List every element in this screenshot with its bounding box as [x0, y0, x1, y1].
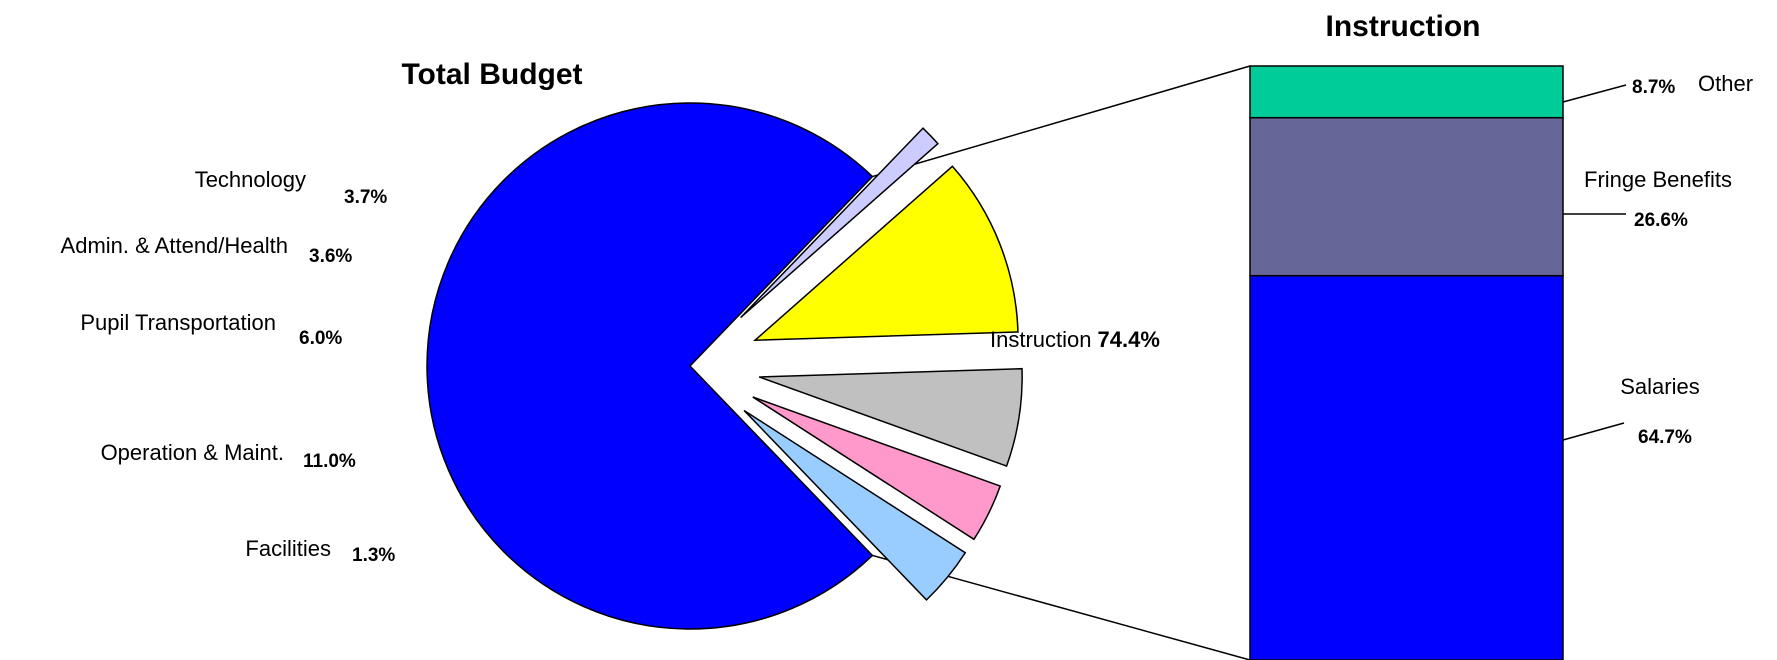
label-operation-maint: Operation & Maint.: [101, 440, 284, 465]
connector-top: [872, 65, 1251, 178]
bar-segment-salaries: [1249, 274, 1564, 660]
leader-other: [1562, 84, 1627, 103]
label-fringe-benefits: Fringe Benefits: [1584, 167, 1732, 192]
label-admin: Admin. & Attend/Health: [61, 233, 288, 258]
value-admin: 3.6%: [309, 246, 352, 267]
leader-salaries: [1562, 422, 1625, 441]
pie-slice-facilities: [740, 127, 939, 319]
value-technology: 3.7%: [344, 187, 387, 208]
pie-slice-instruction: [426, 102, 874, 630]
value-other: 8.7%: [1632, 77, 1675, 98]
label-pupil-transportation: Pupil Transportation: [80, 310, 276, 335]
pie-slice-operation-maint: [753, 165, 1019, 342]
value-pupil-transportation: 6.0%: [299, 328, 342, 349]
value-operation-maint: 11.0%: [303, 451, 356, 472]
bar-segment-other: [1249, 65, 1564, 119]
label-facilities: Facilities: [245, 536, 331, 561]
instruction-stacked-bar: [1249, 65, 1564, 660]
bar-segment-fringe-benefits: [1249, 116, 1564, 277]
pie-slice-admin-attend-health: [752, 396, 1002, 541]
label-other: Other: [1698, 71, 1753, 96]
pie-chart: [426, 102, 1023, 630]
label-technology: Technology: [195, 167, 306, 192]
pie-slice-pupil-transportation: [758, 367, 1023, 467]
label-instruction: Instruction 74.4%: [990, 327, 1160, 352]
pie-slice-technology: [743, 409, 967, 601]
value-fringe-benefits: 26.6%: [1634, 210, 1688, 231]
bar-title: Instruction: [1326, 10, 1481, 43]
value-facilities: 1.3%: [352, 545, 395, 566]
label-salaries: Salaries: [1620, 374, 1699, 399]
value-salaries: 64.7%: [1638, 427, 1692, 448]
pie-title: Total Budget: [401, 58, 582, 91]
